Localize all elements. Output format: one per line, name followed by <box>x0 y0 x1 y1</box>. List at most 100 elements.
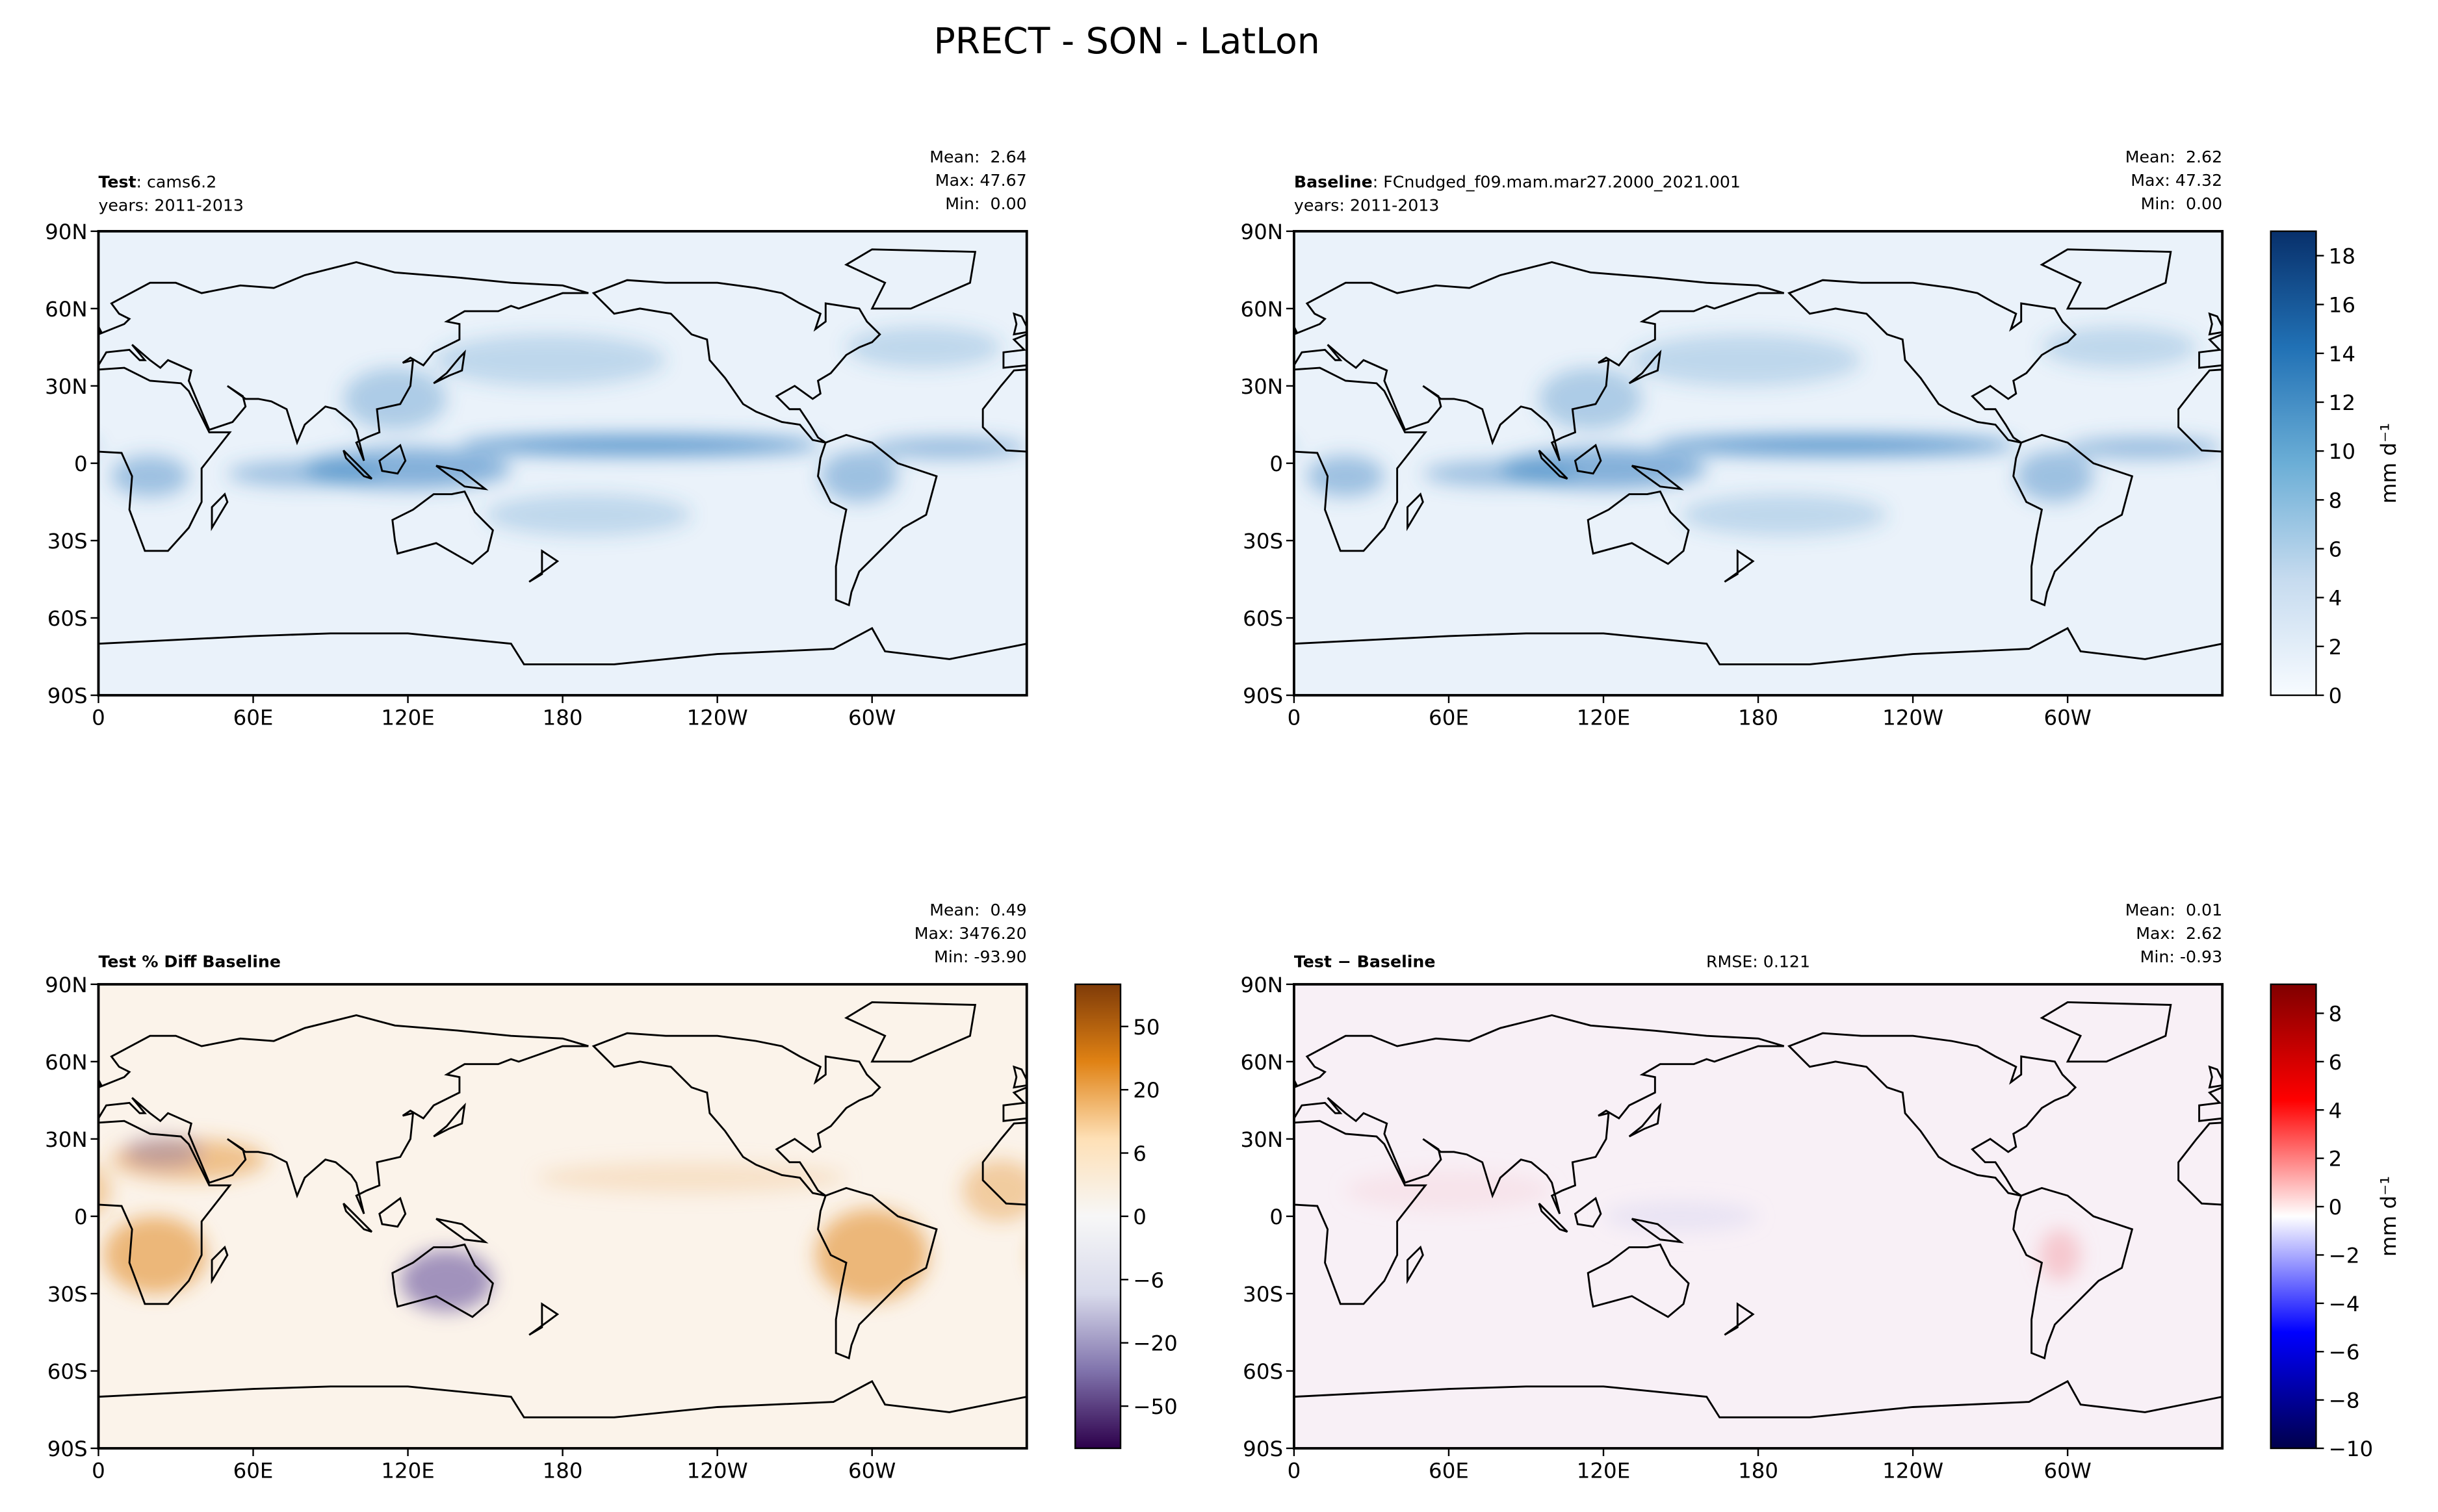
colorbar-tick-label: 50 <box>1133 1015 1160 1040</box>
colorbar-label: mm d⁻¹ <box>2376 1176 2401 1257</box>
field-blob <box>400 1249 493 1312</box>
coastline <box>98 626 1027 665</box>
coastline <box>435 465 489 491</box>
field-blob <box>1423 460 1578 487</box>
coastline <box>435 1218 489 1244</box>
y-tick-label: 60N <box>45 1050 88 1075</box>
coastline <box>1538 450 1568 480</box>
coastline <box>211 1245 229 1285</box>
field-shading <box>1345 1170 2081 1281</box>
field-blob <box>1345 1170 1552 1211</box>
coastline <box>1631 1218 1685 1244</box>
field-blob <box>1681 494 1887 536</box>
colorbar-tick-label: −10 <box>2329 1437 2374 1461</box>
colorbar-tick-label: −6 <box>2329 1340 2360 1365</box>
field-blob <box>98 1167 112 1214</box>
x-tick-label: 60E <box>1429 1459 1469 1483</box>
x-tick-label: 60E <box>233 706 274 730</box>
y-tick-label: 90S <box>1243 1437 1283 1461</box>
y-tick-label: 30S <box>1243 1282 1283 1307</box>
coastline <box>844 248 977 310</box>
colorbar-tick-label: 2 <box>2329 1147 2342 1172</box>
y-tick-label: 30S <box>47 529 88 554</box>
coastline <box>378 1196 407 1228</box>
x-tick-label: 60E <box>233 1459 274 1483</box>
panel-stat: Max: 3476.20 <box>914 924 1027 943</box>
x-tick-label: 180 <box>1738 1459 1778 1483</box>
x-tick-label: 0 <box>92 1459 105 1483</box>
colorbar-tick-label: 2 <box>2329 635 2342 660</box>
x-tick-label: 180 <box>1738 706 1778 730</box>
y-tick-label: 0 <box>1269 452 1283 476</box>
y-tick-label: 60S <box>1243 1359 1283 1384</box>
panel-subtitle: years: 2011-2013 <box>1294 196 1440 215</box>
coastline <box>1293 1120 1428 1305</box>
x-tick-label: 60E <box>1429 706 1469 730</box>
x-tick-label: 120E <box>381 1459 434 1483</box>
field-blob <box>227 460 382 487</box>
panel-title-suffix: : cams6.2 <box>136 173 217 192</box>
field-blob <box>2039 1229 2081 1281</box>
colorbar-tick-label: 14 <box>2329 342 2355 366</box>
colorbar-tick-label: −4 <box>2329 1292 2360 1316</box>
y-tick-label: 90N <box>1241 973 1284 997</box>
coastline <box>391 490 494 565</box>
coastline <box>98 1014 589 1214</box>
field-shading <box>1306 326 2223 536</box>
panel-stat: Max: 47.32 <box>2131 171 2222 190</box>
coastline <box>1538 1203 1568 1233</box>
panel-center-text: RMSE: 0.121 <box>1706 952 1810 971</box>
colorbar-tick-label: 20 <box>1133 1078 1160 1103</box>
coastline <box>817 1186 938 1360</box>
y-tick-label: 60S <box>47 1359 88 1384</box>
colorbar-tick-label: 16 <box>2329 293 2355 318</box>
panel-subtitle: years: 2011-2013 <box>98 196 244 215</box>
map-area <box>98 984 1027 1448</box>
coastline <box>2012 1186 2134 1360</box>
field-blob <box>1306 455 1384 497</box>
coastline <box>1293 261 1785 461</box>
field-blob <box>1538 368 1642 430</box>
x-tick-label: 60W <box>848 1459 896 1483</box>
x-tick-label: 60W <box>2043 1459 2091 1483</box>
field-blob <box>2042 326 2197 368</box>
coastline <box>1787 1032 2077 1197</box>
y-tick-label: 30S <box>47 1282 88 1307</box>
panel-stat: Mean: 2.64 <box>929 147 1026 166</box>
colorbar-tick-label: 6 <box>2329 537 2342 562</box>
field-blob <box>485 494 692 536</box>
x-tick-label: 120E <box>1577 706 1630 730</box>
x-tick-label: 60W <box>2043 706 2091 730</box>
panel-stat: Max: 2.62 <box>2136 924 2222 943</box>
colorbar-tick-label: 4 <box>2329 1098 2342 1123</box>
coastline <box>817 433 938 607</box>
coastline <box>98 1379 1027 1418</box>
y-tick-label: 30N <box>45 374 88 399</box>
x-tick-label: 180 <box>543 1459 583 1483</box>
colorbar-tick-label: 6 <box>1133 1142 1147 1166</box>
coastline <box>1293 366 1428 552</box>
coastline <box>591 1032 881 1197</box>
y-tick-label: 30N <box>1241 1127 1284 1152</box>
coastline <box>2040 1001 2172 1063</box>
y-tick-label: 60S <box>47 606 88 631</box>
colorbar-tick-label: 0 <box>2329 1195 2342 1220</box>
colorbar-tick-label: −6 <box>1133 1268 1164 1292</box>
colorbar-tick-label: 0 <box>1133 1205 1147 1229</box>
x-tick-label: 0 <box>1288 706 1301 730</box>
coastline <box>2012 433 2134 607</box>
colorbar-tick-label: 6 <box>2329 1050 2342 1075</box>
x-tick-label: 60W <box>848 706 896 730</box>
panel-stat: Mean: 0.01 <box>2125 901 2222 919</box>
field-blob <box>1655 435 2016 456</box>
coastline <box>98 1120 232 1305</box>
coastline <box>1293 1379 2223 1418</box>
colorbar-tick-label: −2 <box>2329 1243 2360 1268</box>
coastline <box>2208 1065 2223 1089</box>
map-area <box>1293 231 2223 696</box>
field-blob <box>434 334 666 386</box>
y-tick-label: 90S <box>1243 684 1283 708</box>
coastline <box>378 443 407 475</box>
